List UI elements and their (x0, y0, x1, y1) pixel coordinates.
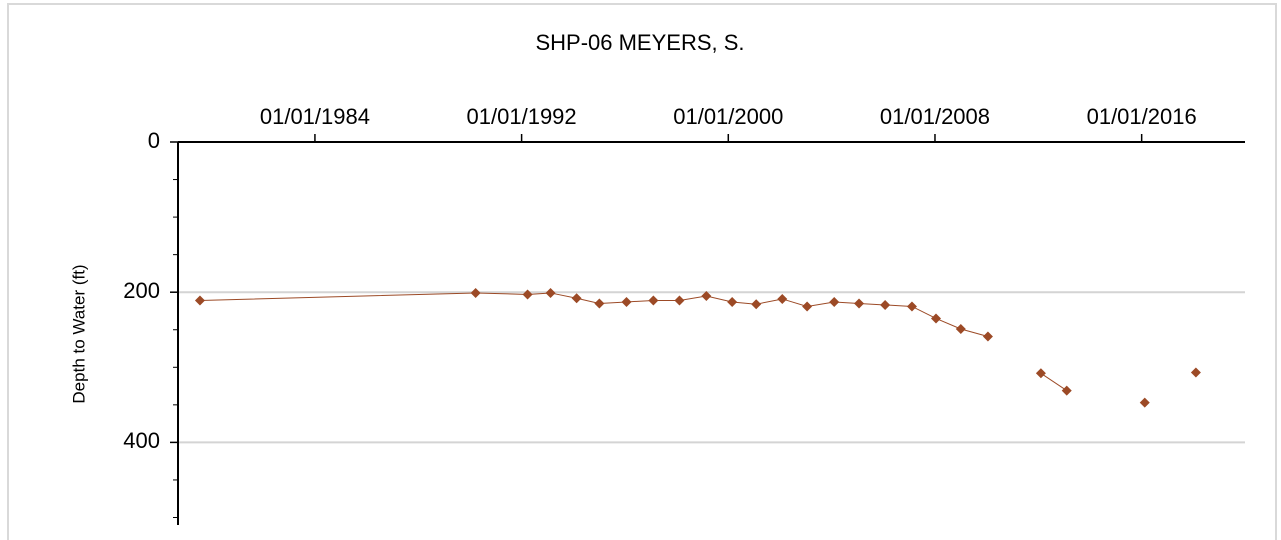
y-tick-label: 200 (123, 278, 160, 303)
data-point (1061, 385, 1072, 396)
data-point (1190, 367, 1201, 378)
data-point (701, 290, 712, 301)
data-point (931, 313, 942, 324)
data-point (880, 299, 891, 310)
data-point (906, 301, 917, 312)
y-tick-label: 400 (123, 428, 160, 453)
x-tick-label: 01/01/2008 (880, 104, 990, 129)
data-point (751, 299, 762, 310)
data-point (571, 293, 582, 304)
data-point (648, 295, 659, 306)
frame (7, 3, 1277, 540)
y-tick-label: 0 (148, 128, 160, 153)
data-point (955, 323, 966, 334)
data-line (1040, 372, 1068, 391)
data-point (1139, 397, 1150, 408)
data-point (545, 287, 556, 298)
data-point (982, 331, 993, 342)
data-point (829, 296, 840, 307)
data-point (470, 287, 481, 298)
x-tick-label: 01/01/2000 (673, 104, 783, 129)
x-tick-label: 01/01/2016 (1087, 104, 1197, 129)
x-tick-label: 01/01/1984 (260, 104, 370, 129)
data-point (594, 298, 605, 309)
data-line (199, 292, 989, 337)
data-point (727, 296, 738, 307)
data-point (777, 293, 788, 304)
chart-title: SHP-06 MEYERS, S. (535, 30, 744, 55)
data-point (522, 289, 533, 300)
y-axis-label: Depth to Water (ft) (69, 264, 88, 403)
x-tick-label: 01/01/1992 (467, 104, 577, 129)
data-point (854, 298, 865, 309)
data-point (802, 301, 813, 312)
data-point (674, 295, 685, 306)
data-point (194, 295, 205, 306)
data-point (621, 296, 632, 307)
data-point (1035, 368, 1046, 379)
